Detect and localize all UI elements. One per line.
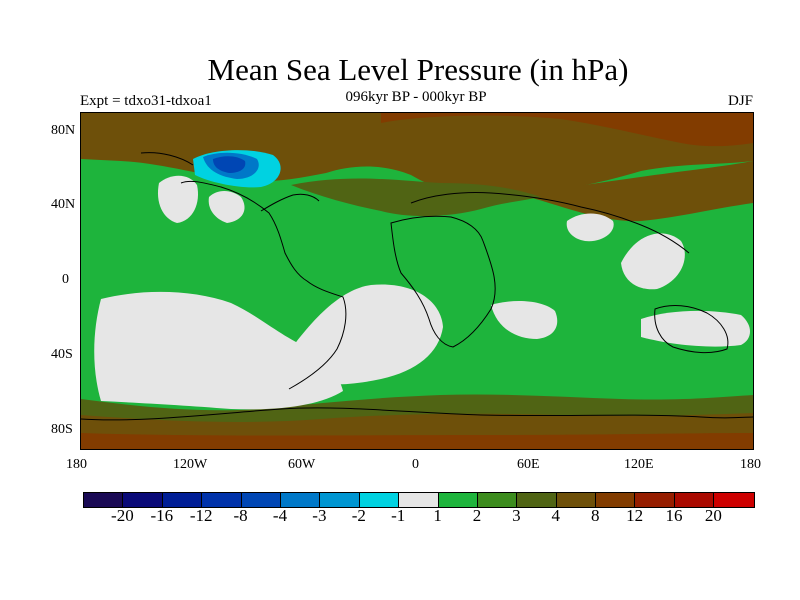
lat-label-40n: 40N [51, 197, 76, 212]
lon-label-120w: 120W [173, 457, 208, 472]
colorbar-tick-label: -4 [272, 506, 288, 525]
colorbar-tick-label: -16 [150, 506, 174, 525]
antarctic-dark [81, 433, 753, 449]
colorbar-tick-label: -12 [189, 506, 213, 525]
laurentide-low-dark [213, 156, 246, 173]
colorbar-tick-label: 12 [626, 506, 644, 525]
colorbar-swatch [320, 493, 360, 507]
lat-label-40s: 40S [51, 347, 73, 362]
colorbar-swatch [202, 493, 242, 507]
colorbar-swatch [517, 493, 557, 507]
colorbar-swatch [438, 493, 478, 507]
colorbar-swatch [84, 493, 124, 507]
indian-ocean-grey [491, 301, 558, 339]
lon-label-180e: 180 [740, 457, 761, 472]
lat-label-80s: 80S [51, 422, 73, 437]
lon-label-0: 0 [412, 457, 419, 472]
page-title: Mean Sea Level Pressure (in hPa) [207, 52, 629, 87]
east-asia-grey [566, 213, 614, 242]
colorbar [83, 492, 755, 508]
season-label: DJF [727, 93, 753, 109]
colorbar-tick-label: -3 [312, 506, 327, 525]
maritime-grey [621, 233, 685, 290]
colorbar-tick-label: -2 [351, 506, 366, 525]
pressure-anomaly-map [80, 112, 754, 450]
colorbar-swatch [477, 493, 518, 507]
lon-label-120e: 120E [624, 457, 654, 472]
south-atlantic-grey [281, 284, 443, 385]
north-america-grey [208, 191, 245, 223]
colorbar-swatch [714, 493, 754, 507]
colorbar-swatch [241, 493, 281, 507]
lon-label-60e: 60E [517, 457, 540, 472]
colorbar-tick-label: -8 [233, 506, 248, 525]
colorbar-tick-label: 8 [590, 506, 600, 525]
colorbar-tick-label: -20 [111, 506, 134, 525]
colorbar-swatch [162, 493, 203, 507]
colorbar-tick-label: 2 [472, 506, 482, 525]
colorbar-swatch [596, 493, 636, 507]
colorbar-swatch [674, 493, 715, 507]
colorbar-swatch [399, 493, 439, 507]
lon-label-180w: 180 [66, 457, 87, 472]
australia-grey [641, 310, 750, 347]
colorbar-tick-label: -1 [391, 506, 406, 525]
siberia-high [381, 113, 753, 147]
colorbar-swatch [556, 493, 597, 507]
colorbar-tick-label: 3 [512, 506, 521, 525]
subtitle: 096kyr BP - 000kyr BP [345, 89, 487, 105]
lat-label-0: 0 [62, 272, 69, 287]
coastlines [80, 152, 754, 421]
colorbar-swatch [635, 493, 675, 507]
lat-label-80n: 80N [51, 123, 76, 138]
colorbar-swatch [359, 493, 400, 507]
colorbar-swatch [280, 493, 321, 507]
experiment-label: Expt = tdxo31-tdxoa1 [80, 93, 212, 109]
atlantic-olive [291, 178, 541, 217]
colorbar-tick-label: 16 [665, 506, 683, 525]
colorbar-tick-label: 1 [433, 506, 442, 525]
map-canvas [80, 113, 754, 449]
pacific-grey [94, 291, 343, 410]
lon-label-60w: 60W [288, 457, 316, 472]
colorbar-tick-label: 20 [704, 506, 722, 525]
colorbar-tick-label: 4 [551, 506, 561, 525]
north-pacific-grey [157, 175, 199, 223]
colorbar-swatch [123, 493, 163, 507]
